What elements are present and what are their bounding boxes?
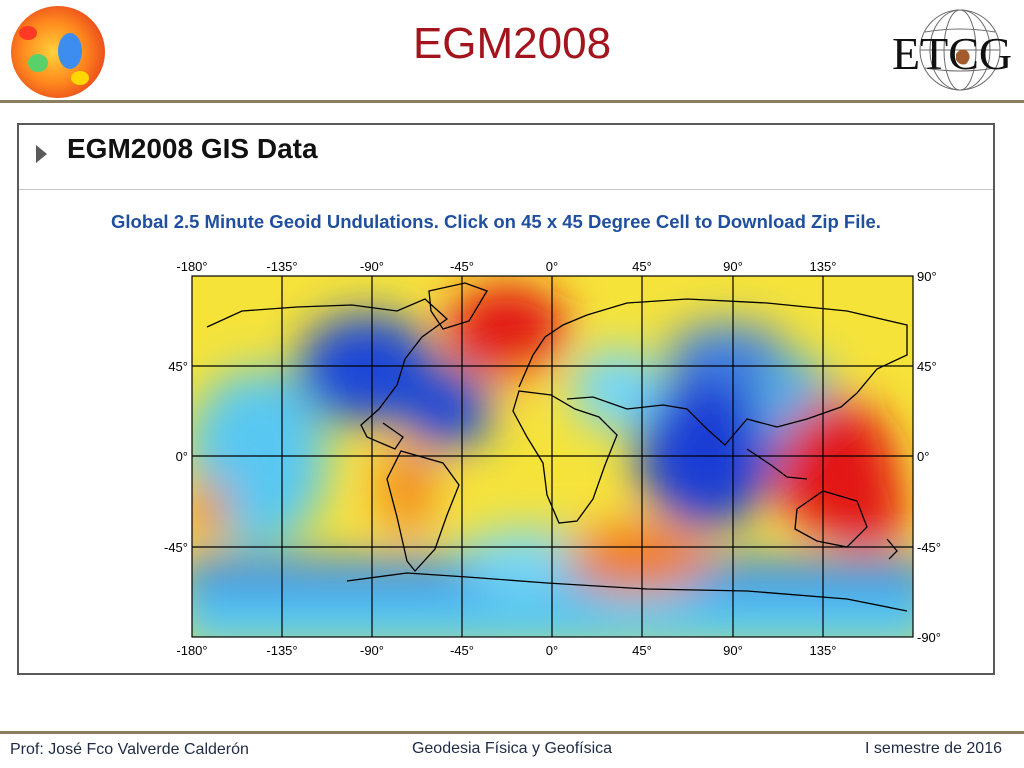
bottom-lon-labels: -180° -135° -90° -45° 0° 45° 90° 135° bbox=[176, 643, 836, 658]
etcg-logo: ETCG bbox=[892, 9, 1012, 91]
footer-rule bbox=[0, 731, 1024, 734]
lon-label: 0° bbox=[546, 259, 558, 274]
lon-label: 45° bbox=[632, 259, 652, 274]
lon-label: -135° bbox=[266, 259, 297, 274]
graticule bbox=[191, 275, 914, 638]
lat-label: 45° bbox=[917, 359, 937, 374]
lon-label: 45° bbox=[632, 643, 652, 658]
top-lon-labels: -180° -135° -90° -45° 0° 45° 90° 135° bbox=[176, 259, 836, 274]
coastlines bbox=[206, 282, 908, 612]
left-lat-labels: 45° 0° -45° bbox=[164, 359, 188, 555]
lon-label: -90° bbox=[360, 259, 384, 274]
panel-heading: EGM2008 GIS Data bbox=[67, 133, 318, 164]
lat-label: 0° bbox=[917, 449, 929, 464]
footer-term: I semestre de 2016 bbox=[865, 740, 1002, 757]
footer-course: Geodesia Física y Geofísica bbox=[411, 740, 613, 757]
lon-label: -45° bbox=[450, 643, 474, 658]
lat-label: 0° bbox=[176, 449, 188, 464]
lon-label: 90° bbox=[723, 259, 743, 274]
lon-label: 0° bbox=[546, 643, 558, 658]
lon-label: -90° bbox=[360, 643, 384, 658]
header-rule bbox=[0, 100, 1024, 103]
geoid-globe-icon bbox=[11, 6, 105, 98]
lon-label: -135° bbox=[266, 643, 297, 658]
slide-title: EGM2008 bbox=[412, 19, 612, 68]
lon-label: -45° bbox=[450, 259, 474, 274]
lat-label: 45° bbox=[168, 359, 188, 374]
expand-arrow-icon[interactable] bbox=[36, 145, 47, 163]
lon-label: -180° bbox=[176, 259, 207, 274]
lon-label: 135° bbox=[810, 643, 837, 658]
lat-label: 90° bbox=[917, 269, 937, 284]
gis-data-panel: EGM2008 GIS Data Global 2.5 Minute Geoid… bbox=[17, 123, 995, 675]
right-lat-labels: 90° 45° 0° -45° -90° bbox=[917, 269, 941, 645]
lon-label: 90° bbox=[723, 643, 743, 658]
map-caption: Global 2.5 Minute Geoid Undulations. Cli… bbox=[111, 211, 881, 232]
lat-label: -45° bbox=[164, 540, 188, 555]
lon-label: -180° bbox=[176, 643, 207, 658]
geoid-map[interactable]: -180° -135° -90° -45° 0° 45° 90° 135° -1… bbox=[147, 259, 947, 671]
lat-label: -45° bbox=[917, 540, 941, 555]
footer-author: Prof: José Fco Valverde Calderón bbox=[10, 741, 249, 758]
lon-label: 135° bbox=[810, 259, 837, 274]
svg-text:ETCG: ETCG bbox=[892, 28, 1012, 79]
panel-header[interactable]: EGM2008 GIS Data bbox=[19, 125, 993, 190]
lat-label: -90° bbox=[917, 630, 941, 645]
